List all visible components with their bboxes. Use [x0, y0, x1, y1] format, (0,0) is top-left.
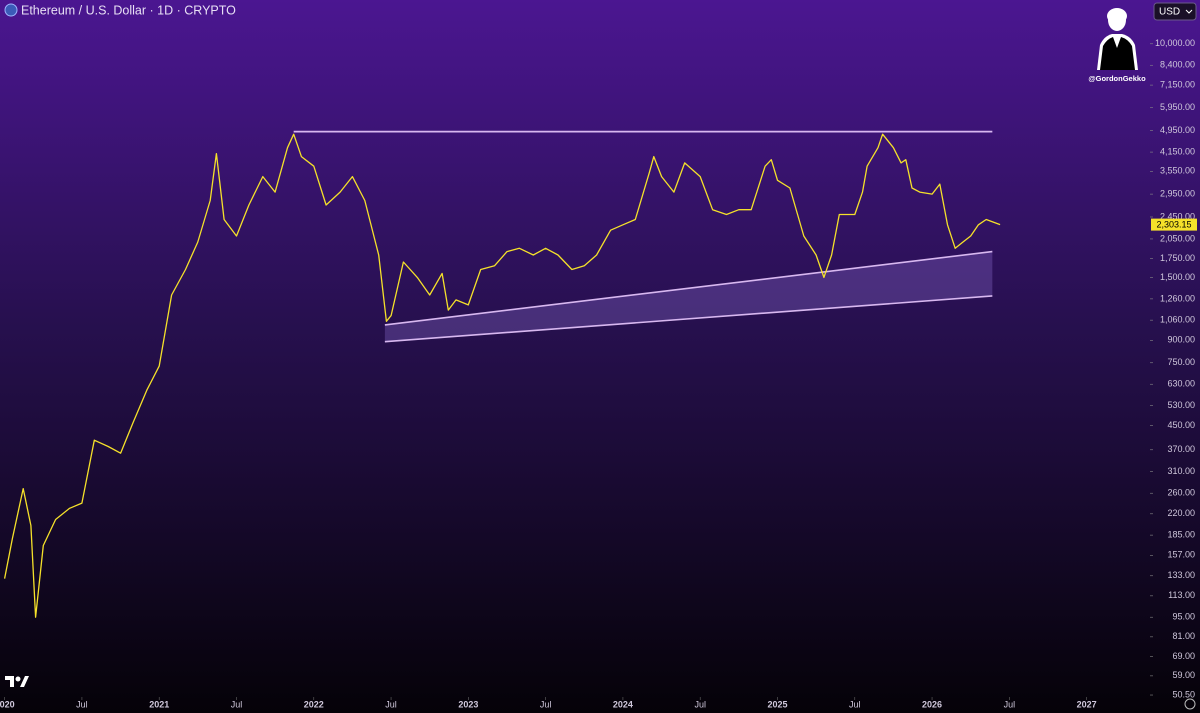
y-tick-label: 5,950.00: [1160, 102, 1195, 112]
y-tick-label: 370.00: [1167, 444, 1195, 454]
last-price-label: 2,303.15: [1156, 219, 1191, 229]
x-tick-label: 2024: [613, 699, 633, 709]
y-tick-label: 530.00: [1167, 400, 1195, 410]
y-tick-label: 95.00: [1172, 612, 1195, 622]
y-tick-label: 133.00: [1167, 570, 1195, 580]
y-tick-label: 1,500.00: [1160, 272, 1195, 282]
channel-upper: [384, 250, 993, 326]
y-tick-label: 220.00: [1167, 508, 1195, 518]
y-tick-label: 900.00: [1167, 335, 1195, 345]
avatar: [1097, 8, 1138, 70]
y-tick-label: 4,150.00: [1160, 146, 1195, 156]
y-tick-label: 157.00: [1167, 550, 1195, 560]
channel-lower: [384, 295, 993, 343]
y-tick-label: 69.00: [1172, 651, 1195, 661]
currency-label: USD: [1159, 7, 1180, 18]
y-tick-label: 3,550.00: [1160, 166, 1195, 176]
x-tick-label: Jul: [231, 699, 243, 709]
y-tick-label: 260.00: [1167, 488, 1195, 498]
last-price-tag: [1151, 218, 1197, 231]
x-tick-label: Jul: [540, 699, 552, 709]
y-tick-label: 4,950.00: [1160, 125, 1195, 135]
y-tick-label: 7,150.00: [1160, 79, 1195, 89]
y-tick-label: 113.00: [1168, 590, 1195, 600]
currency-button[interactable]: [1153, 2, 1197, 21]
x-tick-label: Jul: [385, 699, 397, 709]
y-tick-label: 185.00: [1167, 530, 1195, 540]
x-tick-label: Jul: [694, 699, 706, 709]
settings-button[interactable]: [1184, 698, 1196, 710]
y-tick-label: 1,060.00: [1160, 315, 1195, 325]
y-tick-label: 2,450.00: [1160, 211, 1195, 221]
y-tick-label: 1,750.00: [1160, 253, 1195, 263]
y-tick-label: 2,050.00: [1160, 233, 1195, 243]
y-tick-label: 2,950.00: [1160, 188, 1195, 198]
price-line: [3, 133, 1001, 618]
x-tick-label: 2026: [922, 699, 942, 709]
x-tick-label: 2025: [767, 699, 787, 709]
y-tick-label: 8,400.00: [1160, 60, 1195, 70]
x-tick-label: Jul: [76, 699, 88, 709]
y-tick-label: 59.00: [1172, 670, 1195, 680]
y-tick-label: 750.00: [1167, 357, 1195, 367]
tv-logo: [5, 676, 29, 687]
symbol-icon: [4, 3, 18, 17]
x-tick-label: Jul: [849, 699, 861, 709]
symbol-title: Ethereum / U.S. Dollar · 1D · CRYPTO: [21, 3, 236, 17]
x-tick-label: 2022: [304, 699, 324, 709]
y-tick-label: 10,000.00: [1155, 38, 1195, 48]
y-tick-label: 81.00: [1172, 631, 1195, 641]
watermark: @GordonGekko: [1088, 74, 1146, 83]
y-tick-label: 450.00: [1167, 420, 1195, 430]
x-tick-label: 2021: [149, 699, 169, 709]
x-tick-label: Jul: [1004, 699, 1016, 709]
channel-band: [384, 251, 993, 342]
x-tick-label: 2020: [0, 699, 15, 709]
y-tick-label: 630.00: [1167, 379, 1195, 389]
x-tick-label: 2027: [1077, 699, 1097, 709]
x-tick-label: 2023: [458, 699, 478, 709]
y-tick-label: 310.00: [1167, 466, 1195, 476]
y-tick-label: 1,260.00: [1160, 293, 1195, 303]
dropdown-arrow: [1185, 9, 1193, 14]
y-tick-label: 50.50: [1172, 689, 1195, 699]
